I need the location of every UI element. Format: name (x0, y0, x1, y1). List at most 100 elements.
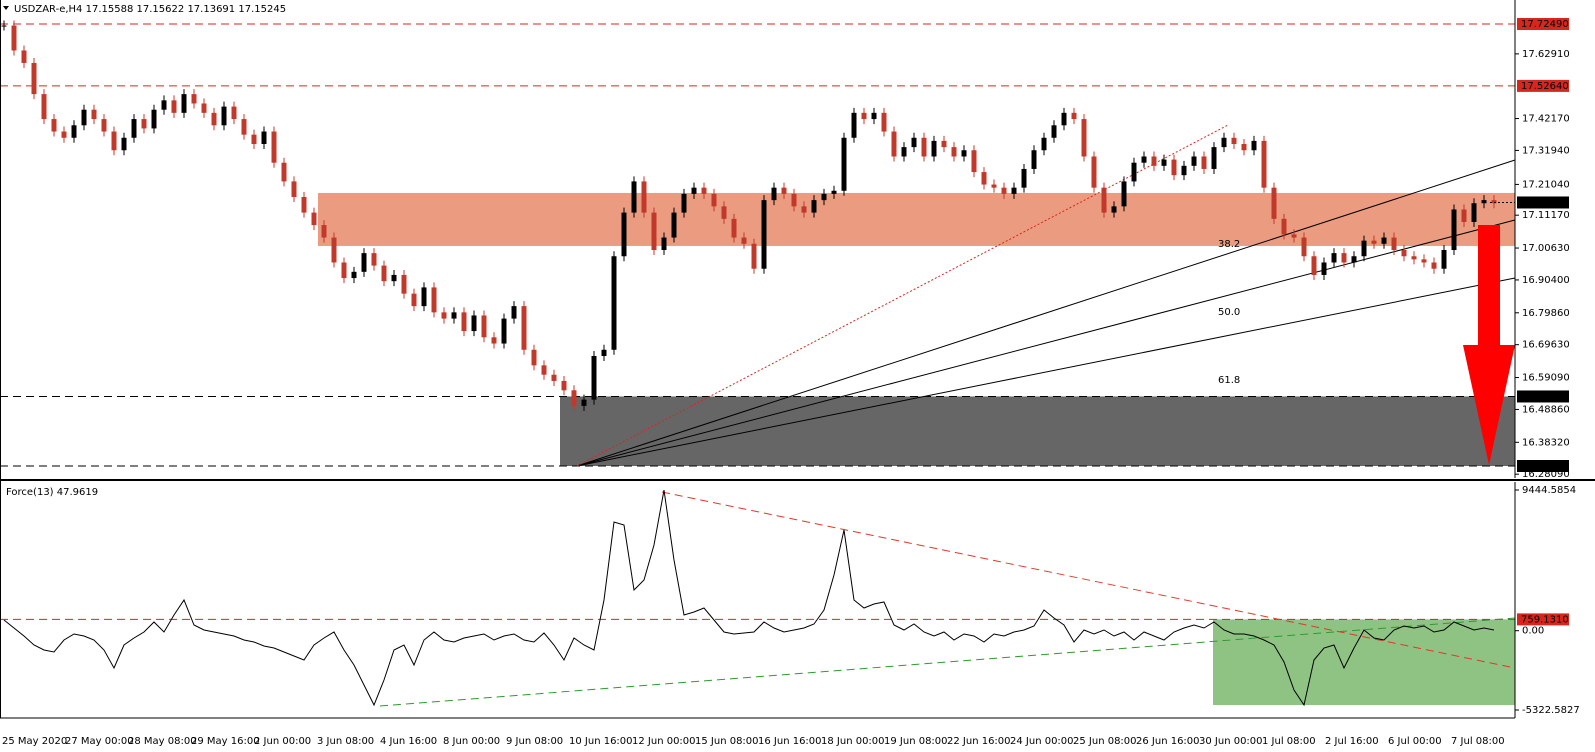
candle (1381, 232, 1387, 249)
candle-body (241, 119, 247, 135)
indicator-header: Force(13) 47.9619 (6, 487, 98, 498)
candle-body (1311, 256, 1317, 275)
resistance-zone (318, 192, 1515, 246)
candle-body (1331, 253, 1337, 263)
y-tick-label: 9444.5854 (1522, 485, 1576, 496)
candle-body (161, 100, 167, 110)
candle-body (91, 109, 97, 120)
candle-body (1091, 156, 1097, 188)
candle (861, 107, 867, 125)
candle-body (561, 380, 567, 391)
candle (1341, 248, 1347, 268)
indicator-value: 47.9619 (57, 487, 98, 498)
candle-body (1481, 200, 1487, 204)
candle (121, 132, 127, 156)
fib-label: 38.2 (1218, 239, 1240, 250)
candle (1251, 135, 1257, 156)
candle-body (1301, 237, 1307, 257)
candle-body (1001, 187, 1007, 194)
candle-body (1281, 218, 1287, 235)
candle-body (1121, 181, 1127, 207)
candle-body (51, 119, 57, 132)
candle-body (741, 237, 747, 244)
candle-body (1191, 156, 1197, 166)
candle-body (811, 200, 817, 213)
candle (981, 167, 987, 190)
candle (871, 107, 877, 125)
resistance-level-label: 17.72490 (1521, 19, 1569, 30)
candle-body (1291, 234, 1297, 238)
candle (381, 260, 387, 287)
candle (671, 207, 677, 243)
fib-label: 50.0 (1218, 307, 1240, 318)
y-tick-label: 16.28090 (1522, 469, 1570, 480)
candle (961, 145, 967, 162)
candle (291, 176, 297, 203)
candle (1141, 151, 1147, 168)
candle-body (471, 315, 477, 332)
candle (761, 195, 767, 274)
candle-body (81, 109, 87, 126)
y-tick-label: 17.11170 (1522, 210, 1570, 221)
resistance-level-box (1517, 18, 1569, 31)
candle (1261, 135, 1267, 193)
candle (701, 182, 707, 199)
candle (1101, 182, 1107, 218)
candle (71, 120, 77, 143)
x-tick-label: 3 Jun 08:00 (317, 736, 374, 747)
candle-body (1361, 240, 1367, 257)
candle-body (481, 315, 487, 338)
candle-body (1261, 140, 1267, 188)
candle-body (1251, 140, 1257, 151)
candle (831, 185, 837, 199)
candle-body (1041, 137, 1047, 151)
candle (1161, 154, 1167, 171)
candle (851, 107, 857, 143)
candle-body (511, 306, 517, 319)
candle-body (1011, 187, 1017, 194)
candle-body (671, 212, 677, 238)
candle-body (551, 374, 557, 381)
candle-body (681, 193, 687, 213)
header-arrow (3, 6, 9, 10)
candle (1451, 204, 1457, 256)
fib-fan-line (576, 159, 1516, 467)
candle-body (1411, 256, 1417, 260)
candle-body (991, 184, 997, 188)
current-price-label: 17.15245 (1521, 197, 1569, 208)
candle-body (711, 193, 717, 207)
candle (341, 257, 347, 284)
candle (51, 114, 57, 137)
candle (1461, 204, 1467, 227)
candle-body (801, 206, 807, 213)
candle-body (821, 193, 827, 201)
candle-body (861, 112, 867, 120)
candle (791, 188, 797, 212)
candle-body (381, 265, 387, 282)
candle-body (291, 181, 297, 198)
candle-body (431, 287, 437, 313)
candle (841, 132, 847, 196)
candle (481, 310, 487, 343)
candle-body (721, 206, 727, 219)
candle-body (41, 94, 47, 120)
candle-body (11, 25, 17, 51)
candle-body (621, 212, 627, 257)
candle (231, 101, 237, 125)
x-tick-label: 26 Jun 16:00 (1136, 736, 1200, 747)
candle-body (831, 190, 837, 194)
candle (21, 45, 27, 68)
candle (1371, 235, 1377, 249)
candle-body (571, 390, 577, 406)
candle-body (1151, 156, 1157, 166)
candle (1031, 145, 1037, 174)
candle-body (451, 312, 457, 319)
candle-body (1321, 262, 1327, 275)
candle (1081, 114, 1087, 162)
candle-body (201, 103, 207, 113)
candle-body (901, 147, 907, 157)
candle (741, 232, 747, 249)
candle (1091, 151, 1097, 193)
candle-body (341, 262, 347, 279)
candle (101, 114, 107, 137)
